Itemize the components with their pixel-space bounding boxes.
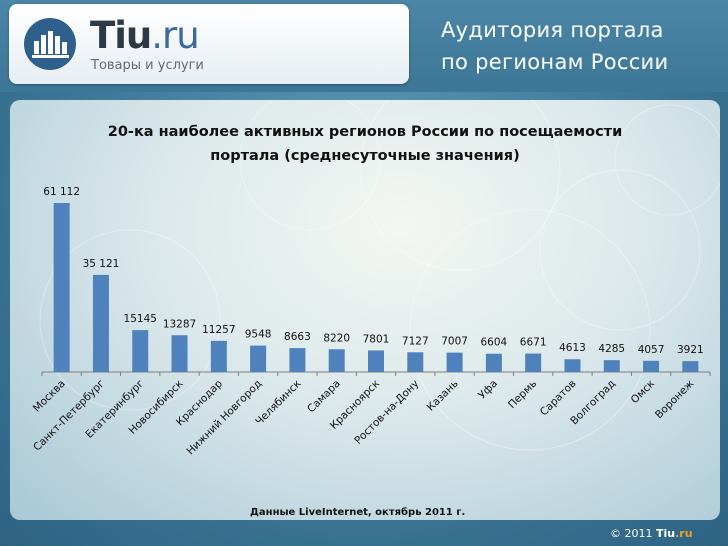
data-label: 6671 [520,337,547,349]
data-label: 15145 [124,313,157,325]
logo[interactable]: Tiu.ru Товары и услуги [9,4,409,84]
data-label: 11257 [202,324,235,336]
chart-title-line-1: 20-ка наиболее активных регионов России … [107,124,623,140]
x-tick-label: Казань [425,378,461,414]
bar [171,335,188,372]
bar [92,274,109,372]
bar [485,353,502,372]
x-tick-label: Нижний Новгород [184,378,264,458]
x-tick-label: Саратов [538,378,579,419]
bar [53,203,70,372]
data-label: 3921 [677,344,704,356]
brand-name: Tiu.ru [90,14,200,57]
bar [210,340,227,372]
data-label: 8663 [284,331,311,343]
data-source: Данные LiveInternet, октябрь 2011 г. [250,507,466,518]
bar [446,352,463,372]
bar [643,360,660,372]
bar [368,350,384,372]
decorative-circles [39,100,720,451]
x-tick-label: Самара [305,378,343,416]
slide-title: Аудитория портала по регионам России [441,14,721,78]
data-label: 35 121 [83,258,120,270]
data-label: 8220 [323,332,350,344]
bar [682,361,699,372]
copyright: © 2011 Tiu.ru [610,527,693,540]
bar [289,348,306,372]
bar [328,349,345,372]
data-label: 4057 [638,344,665,356]
x-tick-label: Санкт-Петербург [31,378,107,454]
city-skyline-icon [24,18,76,70]
bar [132,330,149,372]
bar [603,360,620,372]
x-tick-label: Уфа [476,378,500,402]
data-label: 4285 [598,343,625,355]
bar [525,353,542,372]
data-label: 13287 [163,318,196,330]
slide-title-line-2: по регионам России [441,50,669,74]
x-tick-label: Воронеж [653,377,697,421]
chart-title-line-2: портала (среднесуточные значения) [210,148,520,164]
data-label: 7007 [441,336,468,348]
chart-panel: 20-ка наиболее активных регионов России … [10,100,720,520]
data-label: 6604 [481,337,508,349]
data-label: 61 112 [43,186,80,198]
bar [250,345,267,372]
chart-title: 20-ка наиболее активных регионов России … [80,120,650,168]
bar [407,352,424,372]
x-tick-label: Москва [31,378,68,415]
data-label: 4613 [559,342,586,354]
x-tick-label: Омск [629,378,658,407]
brand-tagline: Товары и услуги [91,58,204,73]
data-label: 9548 [245,329,272,341]
data-label: 7127 [402,335,429,347]
data-label: 7801 [363,333,390,345]
bar [564,359,581,372]
slide-title-line-1: Аудитория портала [441,18,664,42]
x-tick-label: Пермь [506,378,539,411]
